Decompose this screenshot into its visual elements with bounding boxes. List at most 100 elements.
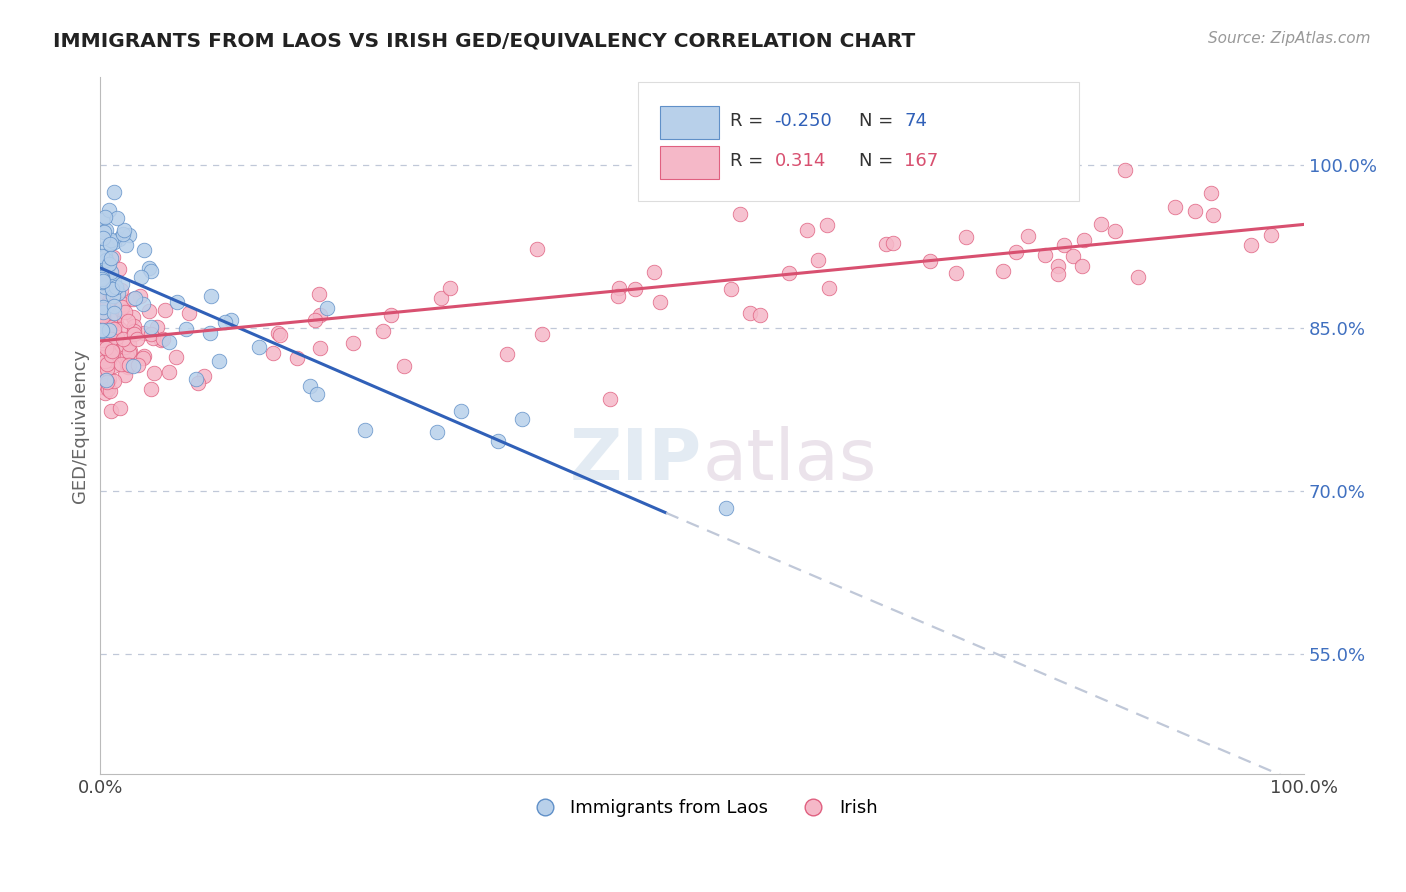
Point xyxy=(108,232,131,246)
Point xyxy=(118,345,141,359)
Point xyxy=(101,329,124,343)
Point xyxy=(114,368,136,383)
Point xyxy=(143,366,166,380)
Point xyxy=(103,326,125,340)
Point xyxy=(90,362,112,376)
Point xyxy=(450,403,472,417)
Point xyxy=(815,218,838,232)
Point xyxy=(309,342,332,356)
Point xyxy=(818,281,841,295)
Point xyxy=(96,342,118,356)
Point xyxy=(1017,229,1039,244)
Point xyxy=(93,250,115,264)
Point xyxy=(138,261,160,276)
Point xyxy=(101,343,124,357)
Point xyxy=(111,277,134,292)
Point xyxy=(1164,200,1187,214)
Point xyxy=(112,297,135,311)
Point xyxy=(118,359,141,373)
Point xyxy=(110,303,132,318)
Point xyxy=(93,225,115,239)
Point xyxy=(103,306,125,320)
Point xyxy=(101,285,124,299)
Point xyxy=(97,293,120,308)
Point xyxy=(299,379,322,393)
Point xyxy=(187,376,209,390)
Point xyxy=(103,300,125,314)
Point xyxy=(96,362,118,376)
Point xyxy=(142,331,165,345)
Point xyxy=(1046,267,1069,281)
Point xyxy=(90,270,112,285)
Point xyxy=(305,387,328,401)
Point xyxy=(132,326,155,340)
Point xyxy=(112,351,135,365)
Point xyxy=(101,282,124,296)
Point xyxy=(100,293,122,308)
Point xyxy=(105,211,128,226)
Point xyxy=(165,351,187,365)
Point xyxy=(117,314,139,328)
Point xyxy=(728,207,751,221)
Point xyxy=(98,384,121,398)
Point xyxy=(111,337,134,351)
Point xyxy=(308,308,330,322)
Point xyxy=(606,289,628,303)
Point xyxy=(139,264,162,278)
Point xyxy=(918,254,941,268)
Text: Source: ZipAtlas.com: Source: ZipAtlas.com xyxy=(1208,31,1371,46)
Point xyxy=(122,359,145,373)
Point xyxy=(103,302,125,317)
Point xyxy=(208,353,231,368)
Point xyxy=(90,304,112,318)
Point xyxy=(94,249,117,263)
Point xyxy=(132,297,155,311)
Point xyxy=(100,252,122,266)
Point xyxy=(94,223,117,237)
Point xyxy=(100,348,122,362)
Point xyxy=(1240,237,1263,252)
Point xyxy=(796,223,818,237)
Point xyxy=(121,292,143,306)
Point xyxy=(141,382,163,396)
Point xyxy=(599,392,621,406)
Point xyxy=(380,308,402,322)
Point xyxy=(496,347,519,361)
Point xyxy=(122,324,145,338)
Point xyxy=(247,340,270,354)
Point xyxy=(342,336,364,351)
Point xyxy=(882,235,904,250)
Point xyxy=(193,369,215,384)
Point xyxy=(128,289,150,303)
Point xyxy=(103,322,125,336)
Point xyxy=(1104,224,1126,238)
Point xyxy=(93,336,115,351)
Point xyxy=(1035,248,1057,262)
Point xyxy=(174,322,197,336)
Point xyxy=(94,252,117,267)
Point xyxy=(308,287,330,301)
Point xyxy=(392,359,415,374)
Point xyxy=(720,282,742,296)
Point xyxy=(100,233,122,247)
Point xyxy=(90,249,112,263)
Point xyxy=(184,371,207,385)
Point xyxy=(152,332,174,346)
Point xyxy=(129,269,152,284)
Point xyxy=(91,270,114,285)
Point xyxy=(648,295,671,310)
Point xyxy=(200,289,222,303)
Point xyxy=(98,371,121,385)
Point xyxy=(91,300,114,314)
Point xyxy=(90,380,112,394)
Point xyxy=(132,349,155,363)
Text: ZIP: ZIP xyxy=(569,426,702,495)
Point xyxy=(1046,260,1069,274)
Point xyxy=(117,360,139,375)
Point xyxy=(96,375,118,389)
Point xyxy=(526,243,548,257)
Point xyxy=(439,281,461,295)
Point xyxy=(748,308,770,322)
Point xyxy=(139,327,162,342)
Point xyxy=(98,312,121,326)
